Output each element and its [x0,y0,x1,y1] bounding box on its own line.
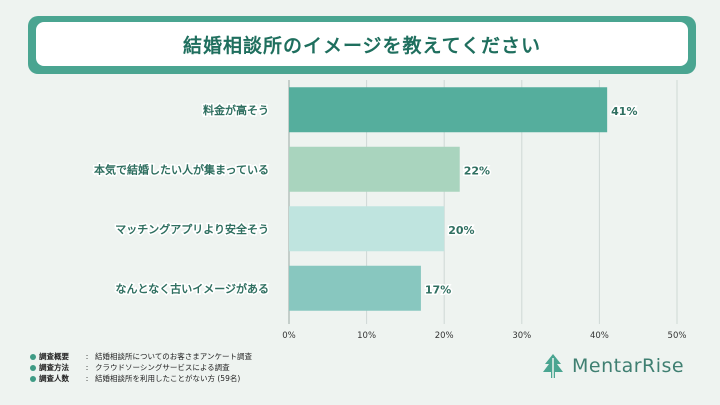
data-label: 22% [464,164,490,177]
note-label: 調査人数 [39,374,69,383]
title-box: 結婚相談所のイメージを教えてください [36,22,688,66]
note-colon: : [85,363,89,372]
note-row: 調査概要 : 結婚相談所についてのお客さまアンケート調査 [30,351,252,362]
x-tick-label: 30% [512,331,531,341]
data-label: 20% [448,224,474,237]
note-text: クラウドソーシングサービスによる調査 [95,363,230,372]
data-label: 17% [425,283,451,296]
note-label: 調査概要 [39,352,69,361]
tree-icon [543,354,563,378]
x-tick-label: 0% [282,331,296,341]
x-tick-label: 50% [668,331,687,341]
category-label: マッチングアプリより安全そう [115,222,269,236]
note-row: 調査人数 : 結婚相談所を利用したことがない方 (59名) [30,373,252,384]
x-tick-label: 10% [357,331,376,341]
logo-text: MentarRise [572,355,685,377]
bar [289,146,460,192]
bar [289,206,445,252]
logo: MentarRise [540,352,684,380]
note-colon: : [85,374,89,383]
category-label: 料金が高そう [203,103,269,117]
bullet-dot-icon [30,375,36,382]
survey-notes: 調査概要 : 結婚相談所についてのお客さまアンケート調査 調査方法 : クラウド… [30,351,252,384]
note-label: 調査方法 [39,363,69,372]
bullet-dot-icon [30,353,36,360]
note-colon: : [85,352,89,361]
bar [289,265,421,311]
chart-title: 結婚相談所のイメージを教えてください [182,34,542,57]
note-text: 結婚相談所についてのお客さまアンケート調査 [95,352,252,361]
x-tick-label: 40% [590,331,609,341]
category-label: 本気で結婚したい人が集まっている [94,162,269,176]
note-row: 調査方法 : クラウドソーシングサービスによる調査 [30,362,252,373]
x-tick-label: 20% [435,331,454,341]
note-text: 結婚相談所を利用したことがない方 (59名) [95,374,241,383]
data-label: 41% [611,105,637,118]
category-label: なんとなく古いイメージがある [116,281,269,295]
bullet-dot-icon [30,364,36,371]
bar [289,87,608,133]
